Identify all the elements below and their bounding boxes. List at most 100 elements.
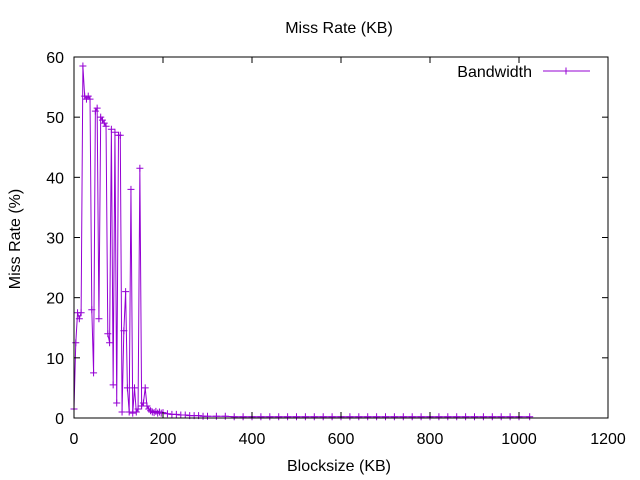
- data-point-marker: [148, 408, 156, 416]
- data-point-marker: [134, 405, 142, 413]
- legend-marker-sample: [562, 67, 570, 75]
- plot-area: [70, 62, 534, 421]
- data-point-marker: [86, 95, 94, 103]
- y-tick-label: 40: [46, 170, 64, 187]
- y-tick-label: 20: [46, 291, 64, 308]
- data-point-marker: [113, 399, 121, 407]
- data-point-marker: [444, 413, 452, 421]
- data-point-marker: [116, 131, 124, 139]
- data-point-marker: [488, 413, 496, 421]
- data-point-marker: [310, 413, 318, 421]
- data-point-marker: [526, 413, 534, 421]
- x-axis-label: Blocksize (KB): [287, 458, 391, 475]
- legend: Bandwidth: [457, 64, 590, 81]
- data-point-marker: [139, 399, 147, 407]
- data-point-marker: [275, 413, 283, 421]
- data-point-marker: [125, 408, 133, 416]
- data-point-marker: [266, 413, 274, 421]
- data-point-marker: [79, 62, 87, 70]
- data-point-marker: [346, 413, 354, 421]
- x-tick-label: 1000: [501, 431, 537, 448]
- data-point-marker: [123, 384, 131, 392]
- data-point-marker: [301, 413, 309, 421]
- data-point-marker: [98, 116, 106, 124]
- data-point-marker: [84, 92, 92, 100]
- x-tick-label: 800: [417, 431, 444, 448]
- data-point-marker: [90, 369, 98, 377]
- data-point-marker: [100, 119, 108, 127]
- y-tick-label: 60: [46, 50, 64, 67]
- data-point-marker: [417, 413, 425, 421]
- data-point-marker: [319, 413, 327, 421]
- x-tick-label: 600: [328, 431, 355, 448]
- axis-ticks: 0 200 400 600 800 1000 1200 0 10 20 30 40 50 60: [46, 50, 626, 448]
- data-point-marker: [390, 413, 398, 421]
- data-point-marker: [131, 384, 139, 392]
- data-point-marker: [145, 405, 153, 413]
- data-point-marker: [106, 339, 114, 347]
- data-point-marker: [102, 122, 110, 130]
- data-point-marker: [72, 339, 80, 347]
- data-point-marker: [382, 413, 389, 421]
- data-point-marker: [479, 413, 487, 421]
- data-point-marker: [257, 413, 265, 421]
- data-point-marker: [132, 408, 140, 416]
- data-point-marker: [88, 306, 96, 314]
- x-tick-label: 200: [150, 431, 177, 448]
- data-point-marker: [212, 412, 220, 420]
- data-point-marker: [122, 288, 130, 296]
- data-point-marker: [157, 409, 165, 417]
- data-point-marker: [506, 413, 514, 421]
- x-tick-label: 0: [70, 431, 79, 448]
- data-point-marker: [143, 402, 151, 410]
- data-point-marker: [399, 413, 407, 421]
- data-point-marker: [97, 113, 105, 121]
- data-point-marker: [109, 381, 117, 389]
- data-point-marker: [136, 164, 144, 172]
- data-point-marker: [75, 315, 83, 323]
- data-point-marker: [328, 413, 336, 421]
- data-point-marker: [155, 408, 163, 416]
- data-point-marker: [408, 413, 416, 421]
- chart-title: Miss Rate (KB): [285, 20, 393, 37]
- data-point-marker: [355, 413, 363, 421]
- data-point-marker: [118, 408, 126, 416]
- data-point-marker: [95, 315, 103, 323]
- data-point-marker: [129, 409, 137, 417]
- data-point-marker: [364, 413, 372, 421]
- data-point-marker: [163, 410, 171, 418]
- data-point-marker: [204, 412, 211, 420]
- data-point-marker: [107, 125, 115, 133]
- data-point-marker: [91, 107, 99, 115]
- data-point-marker: [284, 413, 292, 421]
- data-point-marker: [111, 128, 119, 136]
- data-point-marker: [120, 327, 128, 335]
- data-point-marker: [293, 413, 300, 421]
- data-point-marker: [150, 409, 158, 417]
- data-point-marker: [497, 413, 505, 421]
- legend-label: Bandwidth: [457, 64, 532, 81]
- y-tick-label: 0: [55, 411, 64, 428]
- data-point-marker: [230, 413, 238, 421]
- data-point-marker: [104, 330, 112, 338]
- data-point-marker: [221, 412, 229, 420]
- data-point-marker: [141, 384, 149, 392]
- y-axis-label: Miss Rate (%): [7, 189, 24, 289]
- data-point-marker: [471, 413, 478, 421]
- data-point-marker: [435, 413, 443, 421]
- data-point-marker: [127, 185, 135, 193]
- data-point-marker: [77, 309, 85, 317]
- x-tick-label: 400: [239, 431, 266, 448]
- data-point-marker: [172, 410, 180, 418]
- data-point-marker: [462, 413, 470, 421]
- y-tick-label: 50: [46, 110, 64, 127]
- data-point-marker: [93, 104, 101, 112]
- data-point-marker: [181, 411, 189, 419]
- data-point-marker: [453, 413, 461, 421]
- data-point-marker: [373, 413, 381, 421]
- data-point-marker: [239, 413, 247, 421]
- data-point-marker: [152, 407, 160, 415]
- x-tick-label: 1200: [590, 431, 626, 448]
